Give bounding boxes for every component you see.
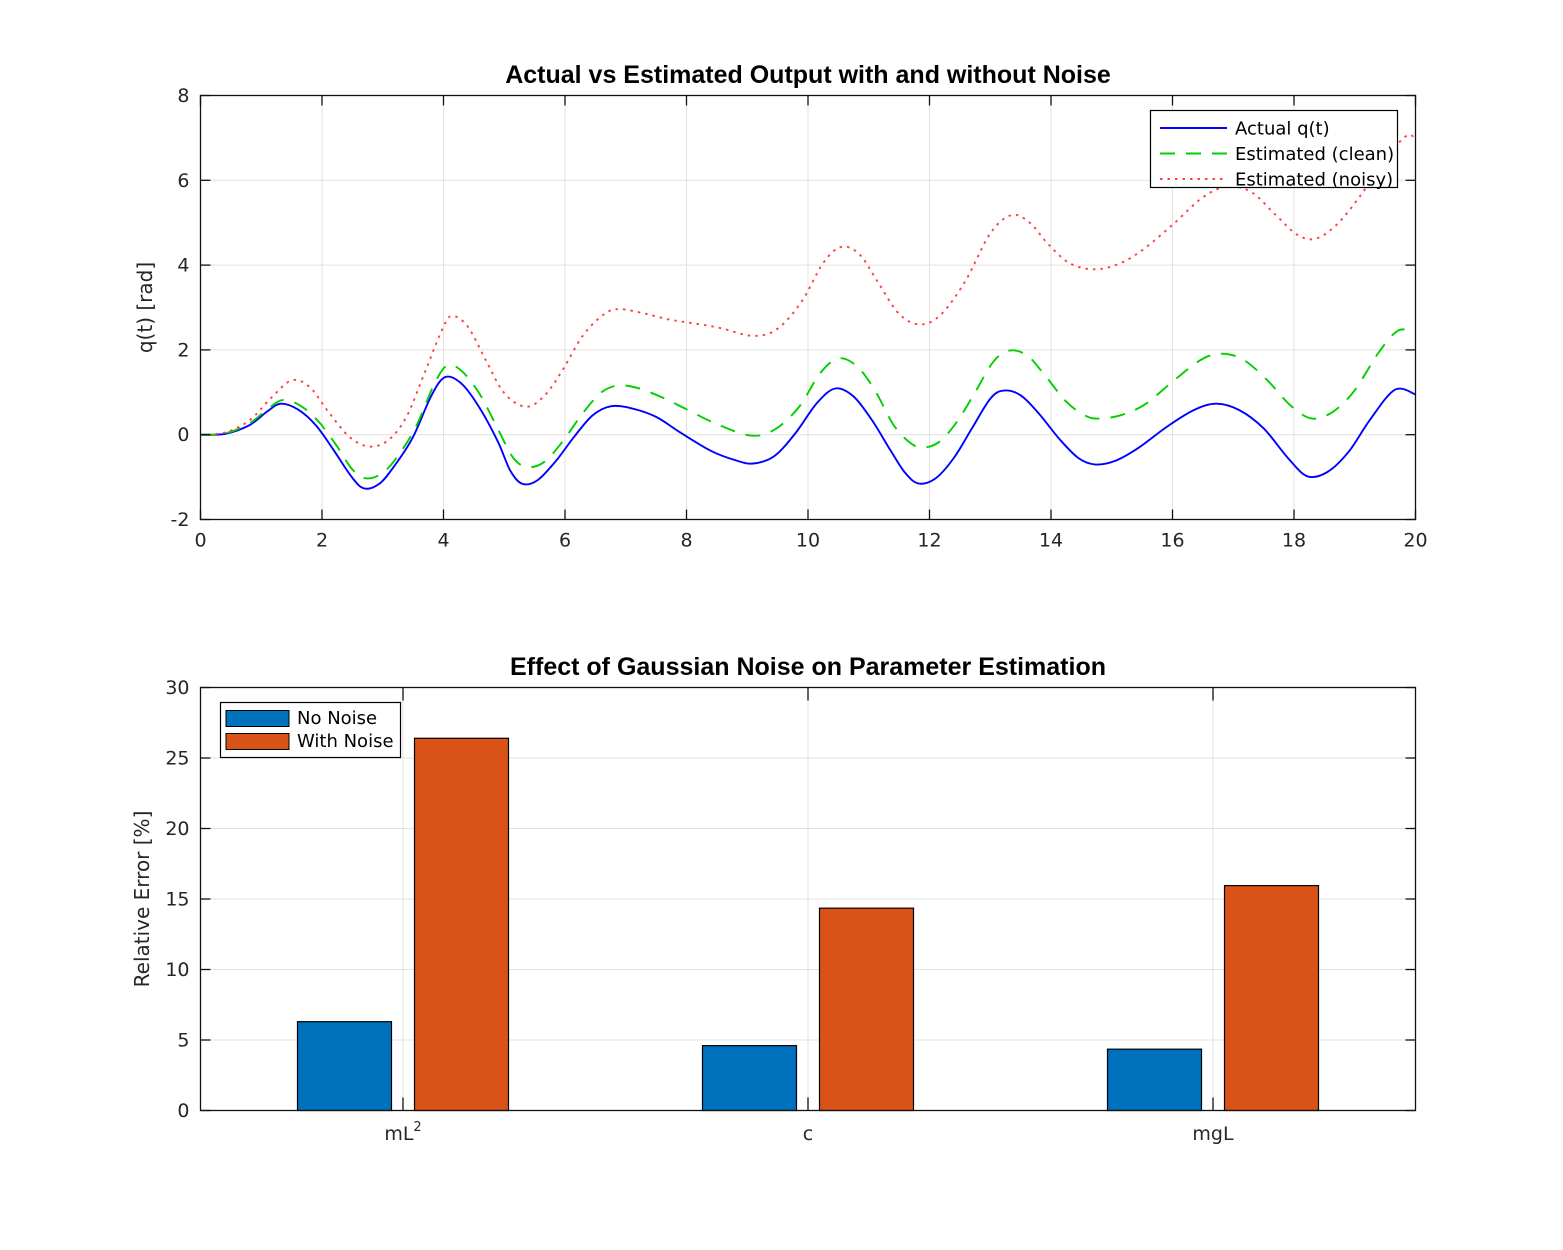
bottom-chart-ylabel: Relative Error [%]: [130, 811, 154, 988]
x-tick-label: 14: [1039, 530, 1063, 552]
legend-no-noise-label: No Noise: [297, 708, 377, 729]
x-tick-label: 4: [437, 530, 449, 552]
axis-ticks: [200, 686, 1416, 1112]
legend: Actual q(t) Estimated (clean) Estimated (n…: [1149, 109, 1399, 191]
y-tick-label: 5: [177, 1030, 189, 1052]
y-tick-label: 20: [165, 818, 189, 840]
estimated-clean-curve: [200, 328, 1416, 480]
x-tick-label: 12: [917, 530, 941, 552]
curves: [200, 133, 1416, 490]
legend-estimated-clean-label: Estimated (clean): [1235, 144, 1394, 165]
legend-no-noise-swatch: [225, 710, 290, 727]
y-tick-label: 4: [177, 255, 189, 277]
y-tick-label: 2: [177, 339, 189, 361]
bottom-chart-title: Effect of Gaussian Noise on Parameter Es…: [510, 653, 1106, 681]
y-tick-label: 15: [165, 889, 189, 911]
y-tick-label: 10: [165, 959, 189, 981]
legend-actual-q-t-label: Actual q(t): [1235, 119, 1330, 140]
bar-with-noise-mgl: [1223, 885, 1320, 1112]
x-tick-label: 8: [680, 530, 692, 552]
category-label-ml: mL2: [384, 1120, 421, 1145]
category-label-mgl: mgL: [1192, 1123, 1234, 1145]
y-tick-label: 6: [177, 170, 189, 192]
top-chart-title: Actual vs Estimated Output with and with…: [505, 61, 1111, 89]
x-tick-label: 0: [194, 530, 206, 552]
y-tick-label: 0: [177, 1100, 189, 1122]
y-tick-label: 8: [177, 85, 189, 107]
y-tick-label: 30: [165, 677, 189, 699]
top-chart-ylabel: q(t) [rad]: [133, 262, 157, 353]
category-label-c: c: [803, 1123, 813, 1145]
bar-with-noise-ml2: [413, 737, 510, 1112]
bar-with-noise-c: [818, 907, 915, 1112]
bar-no-noise-mgl: [1106, 1048, 1203, 1112]
legend-with-noise-swatch: [225, 733, 290, 750]
x-tick-label: 6: [559, 530, 571, 552]
x-tick-label: 18: [1282, 530, 1306, 552]
y-tick-label: -2: [171, 509, 190, 531]
actual-q-t-curve: [200, 375, 1416, 490]
x-tick-label: 20: [1403, 530, 1427, 552]
x-tick-label: 16: [1160, 530, 1184, 552]
grid-lines: [200, 687, 1416, 1111]
bar-no-noise-ml2: [296, 1021, 393, 1112]
y-tick-label: 0: [177, 424, 189, 446]
legend-estimated-noisy-label: Estimated (noisy): [1235, 170, 1393, 191]
bar-no-noise-c: [701, 1045, 798, 1112]
x-tick-label: 2: [316, 530, 328, 552]
legend-box: [1149, 109, 1399, 189]
axis-ticks: [199, 94, 1417, 521]
x-tick-label: 10: [796, 530, 820, 552]
legend-with-noise-label: With Noise: [297, 731, 394, 752]
y-tick-label: 25: [165, 748, 189, 770]
